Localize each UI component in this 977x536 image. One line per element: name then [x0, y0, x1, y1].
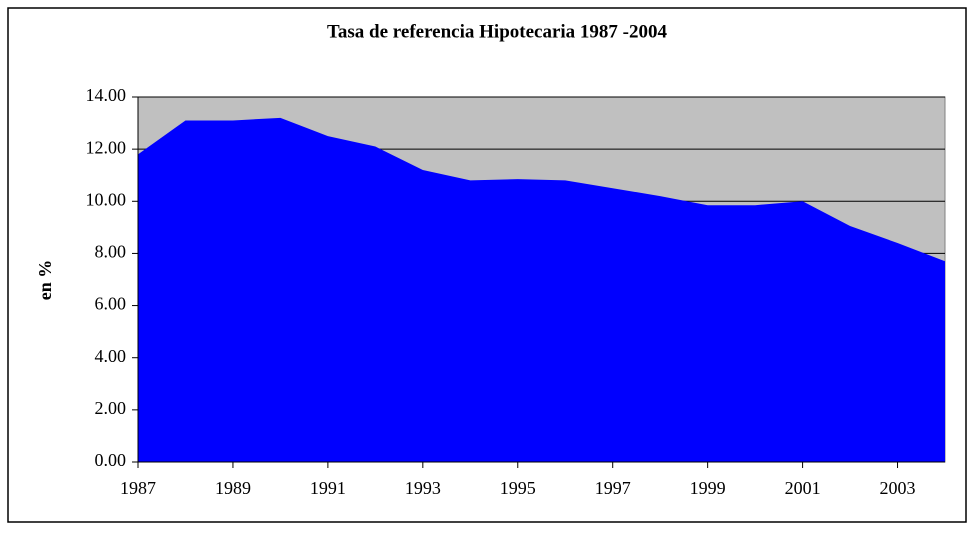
- y-tick-label: 12.00: [86, 137, 127, 157]
- y-tick-label: 6.00: [95, 294, 127, 314]
- x-tick-label: 1991: [310, 478, 346, 498]
- y-axis-label: en %: [35, 260, 55, 301]
- x-tick-label: 1993: [405, 478, 441, 498]
- y-tick-label: 10.00: [86, 189, 127, 209]
- x-tick-label: 1999: [690, 478, 726, 498]
- x-tick-label: 1987: [120, 478, 156, 498]
- chart-title: Tasa de referencia Hipotecaria 1987 -200…: [327, 21, 668, 42]
- y-tick-label: 2.00: [95, 398, 127, 418]
- x-tick-label: 2001: [785, 478, 821, 498]
- x-tick-label: 1997: [595, 478, 631, 498]
- y-tick-label: 8.00: [95, 242, 127, 262]
- x-tick-label: 2003: [880, 478, 916, 498]
- y-tick-label: 14.00: [86, 85, 127, 105]
- y-tick-label: 0.00: [95, 450, 127, 470]
- x-tick-label: 1995: [500, 478, 536, 498]
- area: [138, 117, 945, 462]
- y-tick-label: 4.00: [95, 346, 127, 366]
- x-tick-label: 1989: [215, 478, 251, 498]
